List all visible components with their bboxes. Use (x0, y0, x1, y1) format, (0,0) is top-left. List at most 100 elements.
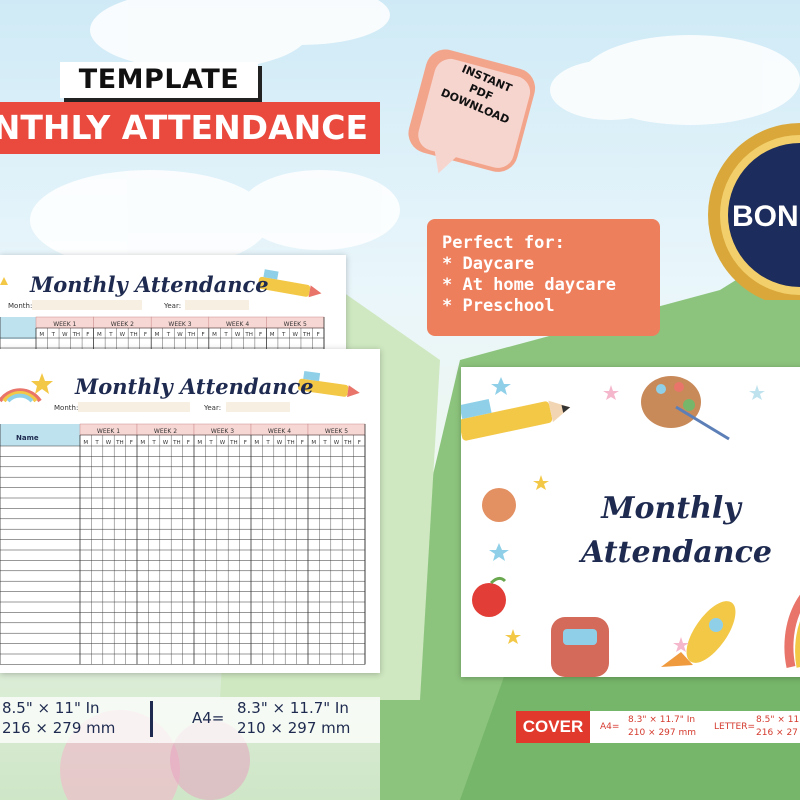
day-label: W (106, 440, 112, 446)
rainbow-icon (0, 373, 53, 403)
rainbow-icon (784, 594, 800, 668)
month-field (78, 402, 190, 412)
day-label: TH (229, 440, 238, 446)
day-label: T (208, 440, 213, 446)
day-label: F (187, 440, 190, 446)
perfect-for-item: * Preschool (442, 296, 555, 316)
year-field (185, 300, 249, 310)
cover-letter-mm: 216 ⨯ 27 (756, 728, 798, 738)
cover-page: Monthly Attendance (461, 367, 800, 677)
day-label: T (281, 332, 286, 338)
day-label: M (140, 440, 145, 446)
day-label: W (277, 440, 283, 446)
cover-letter-label: LETTER= (714, 722, 756, 732)
day-label: W (177, 332, 183, 338)
day-label: M (155, 332, 160, 338)
week-label: WEEK 5 (325, 428, 348, 435)
day-label: M (212, 332, 217, 338)
day-label: W (163, 440, 169, 446)
day-label: M (97, 332, 102, 338)
week-label: WEEK 5 (284, 321, 307, 328)
letter-size-in: 8.5" × 11" In (2, 699, 100, 717)
day-label: F (130, 440, 133, 446)
cover-badge: COVER (516, 711, 590, 743)
day-label: F (86, 332, 89, 338)
day-label: T (322, 440, 327, 446)
rocket-icon (661, 601, 736, 667)
pencil-plane-icon (297, 370, 360, 398)
letter-size-mm: 216 ⨯ 279 mm (2, 719, 116, 737)
day-label: F (358, 440, 361, 446)
day-label: F (317, 332, 320, 338)
sheet-front-title: Monthly Attendance (75, 374, 314, 399)
month-label: Month: (54, 404, 79, 412)
day-label: F (244, 440, 247, 446)
week-label: WEEK 4 (268, 428, 291, 435)
palette-icon (641, 376, 730, 441)
day-label: TH (343, 440, 352, 446)
perfect-for-box: Perfect for: * Daycare * At home daycare… (427, 219, 660, 336)
apple-icon (472, 576, 507, 617)
day-label: W (334, 440, 340, 446)
day-label: TH (72, 332, 81, 338)
sheet-front: WEEK 1 M T W TH F WEEK 2 M T W TH F WEEK 3 M T W TH F WEEK… (0, 349, 380, 673)
a4-size-in: 8.3" × 11.7" In (237, 699, 349, 717)
week-label: WEEK 2 (111, 321, 134, 328)
template-label: TEMPLATE (60, 62, 258, 98)
cover-decor (461, 376, 800, 677)
day-label: M (254, 440, 259, 446)
day-label: TH (129, 332, 138, 338)
name-header-cell (0, 317, 36, 338)
day-label: T (108, 332, 113, 338)
day-label: TH (187, 332, 196, 338)
cover-title-line2: Attendance (581, 535, 772, 570)
speech-bubble-icon (408, 49, 536, 174)
day-label: W (235, 332, 241, 338)
bonus-label: BON (732, 200, 799, 233)
size-info-bar: 8.5" × 11" In 216 ⨯ 279 mm A4= 8.3" × 11… (0, 697, 380, 743)
day-label: T (265, 440, 270, 446)
year-label: Year: (164, 302, 182, 310)
title-banner: NTHLY ATTENDANCE (0, 102, 380, 154)
day-label: F (201, 332, 204, 338)
name-header: Name (16, 434, 39, 442)
day-label: M (83, 440, 88, 446)
day-label: T (166, 332, 171, 338)
day-label: TH (286, 440, 295, 446)
star-icons (489, 377, 765, 652)
day-label: M (311, 440, 316, 446)
sheet-back-title: Monthly Attendance (30, 272, 269, 297)
perfect-for-item: * Daycare (442, 254, 535, 274)
week-label: WEEK 4 (226, 321, 249, 328)
backpack-icon (551, 617, 609, 677)
banner-title: NTHLY ATTENDANCE (0, 108, 368, 147)
day-label: TH (244, 332, 253, 338)
month-label: Month: (8, 302, 33, 310)
day-label: F (259, 332, 262, 338)
name-header-cell (0, 424, 80, 446)
year-label: Year: (204, 404, 222, 412)
day-label: W (62, 332, 68, 338)
bonus-seal-icon (708, 123, 800, 300)
pencil-icon (461, 399, 571, 441)
cover-a4-mm: 210 ⨯ 297 mm (628, 728, 697, 738)
cover-a4-in: 8.3" × 11.7" In (628, 715, 696, 725)
day-label: TH (115, 440, 124, 446)
day-label: TH (172, 440, 181, 446)
day-label: F (144, 332, 147, 338)
a4-size-mm: 210 ⨯ 297 mm (237, 719, 351, 737)
day-label: M (270, 332, 275, 338)
week-label: WEEK 3 (168, 321, 191, 328)
day-label: M (39, 332, 44, 338)
perfect-for-item: * At home daycare (442, 275, 616, 295)
day-label: F (301, 440, 304, 446)
perfect-for-heading: Perfect for: (442, 233, 565, 253)
a4-label: A4= (192, 709, 225, 727)
week-label: WEEK 3 (211, 428, 234, 435)
cover-title-line1: Monthly (601, 491, 741, 526)
day-label: W (120, 332, 126, 338)
month-field (32, 300, 142, 310)
day-label: W (220, 440, 226, 446)
week-label: WEEK 1 (97, 428, 120, 435)
week-label: WEEK 2 (154, 428, 177, 435)
